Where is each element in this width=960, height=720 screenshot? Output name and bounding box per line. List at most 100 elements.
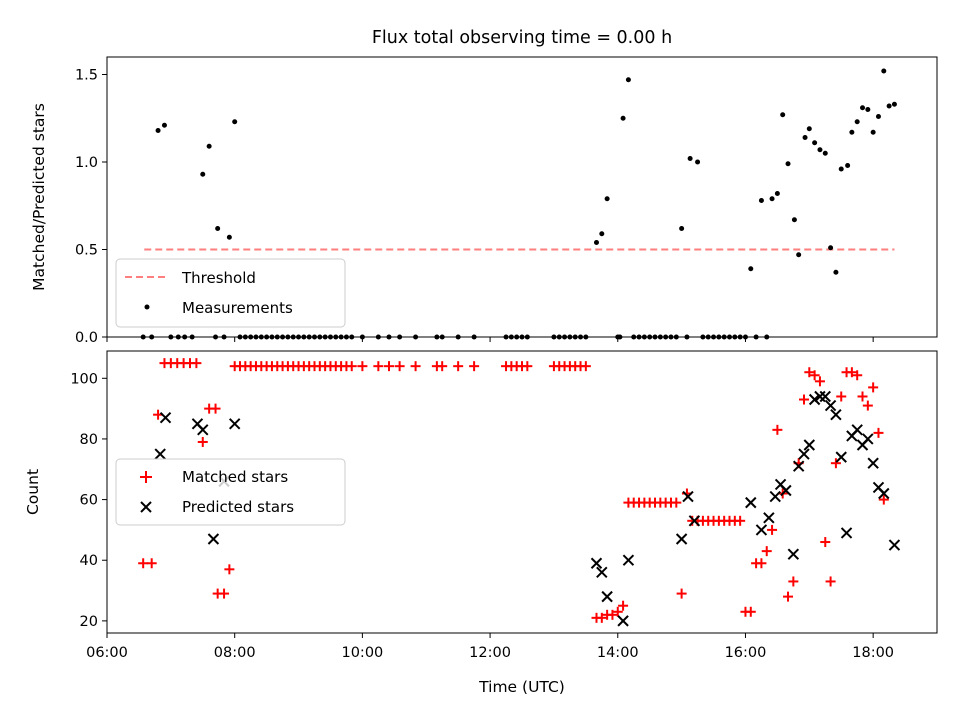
predicted-star-point: [798, 448, 810, 460]
bottom-legend: Matched stars Predicted stars: [115, 458, 346, 526]
matched-star-point: [788, 576, 799, 587]
matched-star-point: [410, 361, 421, 372]
matched-star-point: [146, 558, 157, 569]
predicted-star-point: [862, 433, 874, 445]
measurement-point: [200, 171, 206, 177]
measurement-point: [875, 114, 881, 119]
matched-star-point: [522, 361, 533, 372]
predicted-star-point: [154, 448, 166, 460]
legend-measurements-swatch: [144, 304, 150, 310]
matched-star-point: [804, 367, 815, 378]
matched-star-point: [735, 515, 746, 526]
predicted-star-point: [808, 393, 821, 406]
matched-star-point: [138, 558, 149, 569]
legend-measurements-label: Measurements: [182, 299, 293, 317]
matched-star-point: [873, 427, 884, 438]
predicted-star-point: [824, 399, 837, 412]
top-y-tick-label: 0.5: [75, 243, 98, 259]
top-y-axis-label: Matched/Predicted stars: [30, 103, 48, 291]
x-tick-label: 08:00: [214, 645, 256, 661]
predicted-star-point: [878, 487, 890, 500]
measurement-point: [812, 140, 818, 146]
measurement-point: [780, 112, 786, 118]
matched-star-point: [607, 609, 618, 620]
matched-star-point: [852, 370, 863, 381]
predicted-star-point: [763, 512, 775, 524]
bottom-y-tick-label: 40: [80, 553, 98, 569]
predicted-star-point: [888, 539, 901, 551]
measurement-point: [593, 240, 599, 245]
matched-star-point: [830, 458, 841, 469]
predicted-star-point: [780, 484, 792, 497]
predicted-star-point: [197, 424, 209, 436]
bottom-x-ticks: 06:00 08:00 10:00 12:00 14:00 16:00 18:00: [86, 633, 894, 661]
x-tick-label: 12:00: [469, 645, 511, 661]
predicted-star-point: [840, 527, 853, 539]
x-tick-label: 18:00: [852, 645, 894, 661]
matched-star-point: [846, 367, 857, 378]
x-tick-label: 16:00: [725, 645, 767, 661]
legend-predicted-swatch: [140, 501, 152, 513]
matched-star-point: [772, 424, 783, 435]
predicted-star-point: [745, 496, 757, 509]
measurement-point: [774, 191, 780, 196]
matched-star-point: [798, 394, 809, 405]
matched-star-point: [469, 361, 480, 372]
matched-star-point: [836, 391, 847, 402]
matched-star-point: [825, 576, 836, 587]
top-legend: Threshold Measurements: [115, 258, 346, 328]
measurement-point: [845, 163, 851, 168]
predicted-star-point: [622, 554, 635, 566]
predicted-star-point: [590, 557, 603, 569]
predicted-star-point: [819, 390, 831, 403]
bottom-marks: [138, 358, 901, 627]
matched-star-point: [612, 606, 623, 617]
top-panel: 0.0 0.5 1.0 1.5 Matched/Predicted stars Thr…: [30, 56, 938, 346]
bottom-panel: 20 40 60 80 100 06:00 08:00 10:00 12:00 14:00 16:…: [24, 350, 938, 696]
measurement-point: [870, 129, 876, 135]
measurement-point: [769, 196, 775, 202]
predicted-star-point: [682, 490, 694, 503]
measurement-point: [599, 231, 605, 237]
matched-star-point: [671, 497, 682, 508]
bottom-y-tick-label: 60: [80, 493, 98, 509]
matched-star-point: [756, 558, 767, 569]
legend-threshold-label: Threshold: [181, 269, 256, 287]
predicted-star-point: [159, 412, 172, 424]
x-axis-label: Time (UTC): [478, 678, 565, 696]
predicted-star-point: [787, 548, 800, 560]
predicted-star-point: [792, 460, 805, 472]
predicted-star-point: [835, 451, 847, 463]
top-y-tick-label: 1.5: [75, 68, 98, 84]
measurement-point: [620, 115, 626, 121]
legend-matched-swatch: [140, 471, 152, 483]
matched-star-point: [783, 591, 794, 602]
measurement-point: [155, 128, 161, 133]
predicted-star-point: [851, 424, 863, 436]
matched-star-point: [820, 537, 831, 548]
measurement-point: [679, 226, 685, 231]
matched-star-point: [224, 564, 235, 575]
predicted-star-point: [867, 457, 879, 469]
x-tick-label: 10:00: [341, 645, 383, 661]
top-legend-box: [115, 258, 346, 328]
measurement-point: [604, 196, 610, 202]
measurement-point: [796, 252, 802, 258]
measurement-point: [232, 119, 238, 125]
measurement-point: [854, 119, 860, 125]
x-tick-label: 06:00: [86, 645, 128, 661]
predicted-star-point: [830, 408, 842, 421]
measurement-point: [748, 266, 754, 272]
chart-title: Flux total observing time = 0.00 h: [372, 28, 672, 48]
bottom-legend-box: [115, 458, 346, 526]
predicted-star-point: [688, 515, 701, 527]
measurement-point: [828, 245, 834, 251]
measurement-point: [891, 101, 897, 107]
measurement-point: [838, 166, 844, 172]
measurement-point: [161, 122, 167, 128]
predicted-star-point: [803, 439, 816, 451]
legend-matched-label: Matched stars: [182, 468, 288, 486]
top-y-tick-label: 1.0: [75, 155, 98, 171]
measurement-point: [865, 107, 871, 112]
top-y-ticks: 0.0 0.5 1.0 1.5: [75, 68, 107, 346]
